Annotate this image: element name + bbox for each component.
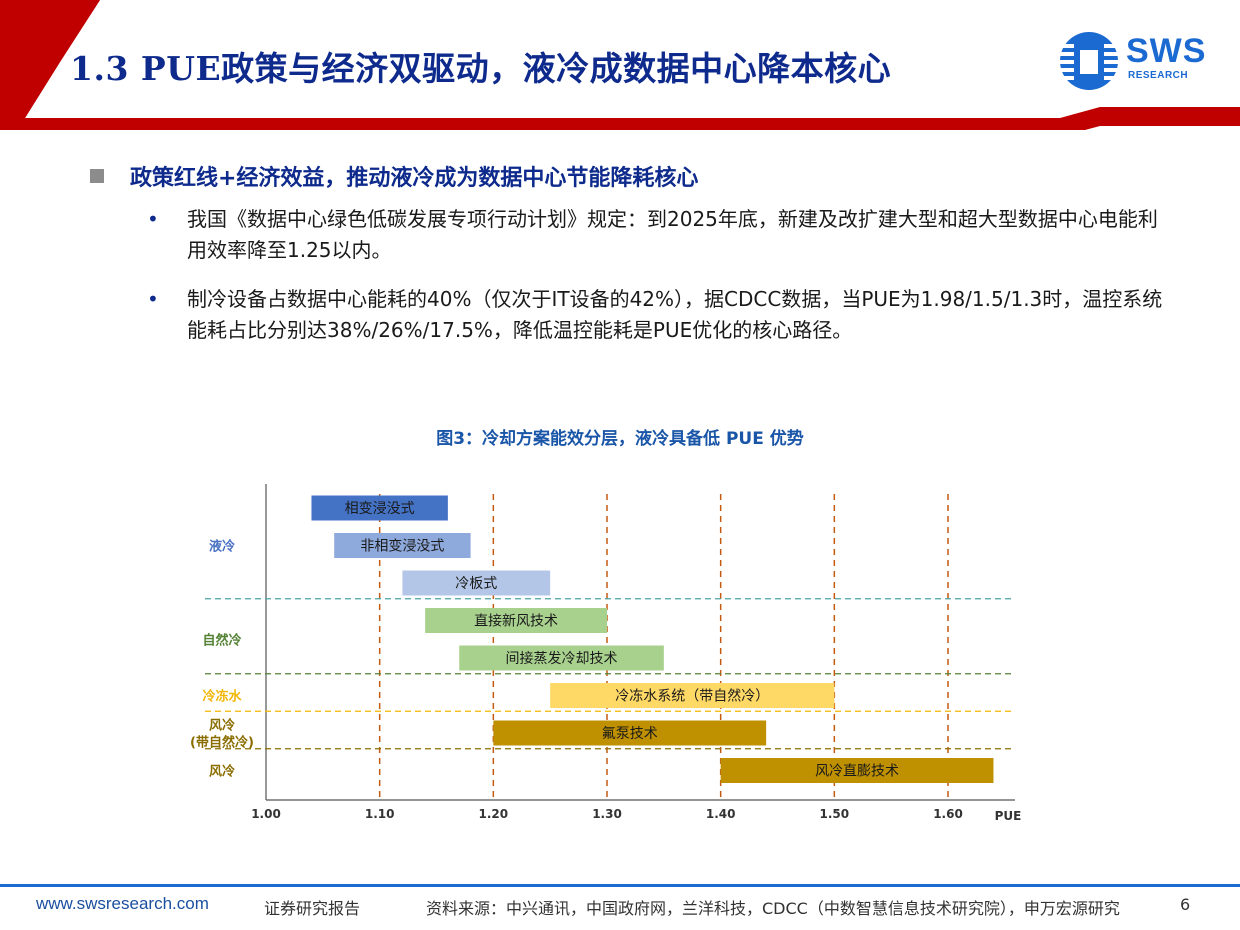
chart-title: 图3：冷却方案能效分层，液冷具备低 PUE 优势 — [436, 429, 804, 449]
x-tick-label: 1.50 — [820, 807, 850, 821]
section-heading: 政策红线+经济效益，推动液冷成为数据中心节能降耗核心 — [90, 160, 698, 192]
range-bar — [550, 683, 835, 708]
x-tick-label: 1.00 — [251, 807, 281, 821]
pue-range-chart: 1.00 1.10 1.20 1.30 1.40 1.50 1.60 PUE 相变浸没式非相变浸… — [190, 484, 1022, 823]
x-tick-label: 1.20 — [479, 807, 509, 821]
bullet-dot-icon: • — [147, 207, 159, 231]
group-label: 风冷 — [209, 764, 235, 780]
group-label: 液冷 — [209, 539, 235, 555]
bullet-item: • 我国《数据中心绿色低碳发展专项行动计划》规定：到2025年底，新建及改扩建大… — [147, 204, 1177, 266]
footer-divider — [0, 884, 1240, 887]
range-bar-label: 非相变浸没式 — [360, 539, 444, 555]
sws-logo: SWS RESEARCH — [1058, 30, 1218, 92]
header-band — [0, 0, 1240, 130]
logo-text: SWS — [1126, 32, 1207, 70]
bullet-item: • 制冷设备占数据中心能耗的40%（仅次于IT设备的42%），据CDCC数据，当… — [147, 284, 1177, 346]
footer-website-link[interactable]: www.swsresearch.com — [36, 894, 209, 913]
footer-source: 资料来源：中兴通讯，中国政府网，兰洋科技，CDCC（中数智慧信息技术研究院），申… — [426, 899, 1120, 918]
range-bar-label: 直接新风技术 — [474, 613, 558, 630]
range-bar — [402, 570, 551, 596]
group-label: 自然冷 — [202, 632, 241, 648]
range-bar — [334, 533, 471, 558]
section-heading-text: 政策红线+经济效益，推动液冷成为数据中心节能降耗核心 — [130, 166, 699, 191]
group-label: 风冷 — [209, 718, 235, 734]
group-label: 冷冻水 — [202, 689, 242, 705]
range-bar — [493, 720, 767, 746]
footer-report-type: 证券研究报告 — [264, 899, 361, 918]
range-bar-label: 间接蒸发冷却技术 — [506, 650, 618, 667]
sws-logo-icon — [1060, 32, 1118, 90]
range-bar-label: 风冷直膨技术 — [815, 763, 899, 780]
range-bar-label: 氟泵技术 — [602, 726, 658, 742]
x-axis-label: PUE — [995, 809, 1022, 823]
range-bar-label: 冷冻水系统（带自然冷） — [615, 688, 769, 705]
bullet-text: 我国《数据中心绿色低碳发展专项行动计划》规定：到2025年底，新建及改扩建大型和… — [187, 207, 1158, 262]
page-title: 1.3 PUE政策与经济双驱动，液冷成数据中心降本核心 — [70, 49, 892, 88]
range-bar-label: 冷板式 — [455, 576, 497, 592]
page-number: 6 — [1180, 895, 1191, 914]
x-tick-label: 1.30 — [592, 807, 622, 821]
range-bar-label: 相变浸没式 — [345, 501, 415, 517]
range-bar — [459, 645, 664, 671]
x-tick-label: 1.40 — [706, 807, 736, 821]
x-tick-label: 1.10 — [365, 807, 395, 821]
logo-subtext: RESEARCH — [1128, 70, 1189, 81]
range-bar — [720, 758, 994, 783]
group-label: (带自然冷) — [190, 735, 254, 751]
x-tick-label: 1.60 — [933, 807, 963, 821]
range-bar — [311, 495, 448, 521]
bullet-text: 制冷设备占数据中心能耗的40%（仅次于IT设备的42%），据CDCC数据，当PU… — [187, 287, 1163, 342]
bullet-dot-icon: • — [147, 287, 159, 311]
range-bar — [425, 608, 607, 633]
square-bullet-icon — [90, 169, 104, 183]
